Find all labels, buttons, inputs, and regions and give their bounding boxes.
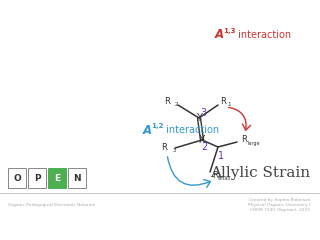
Text: A: A [215, 29, 224, 42]
FancyBboxPatch shape [28, 168, 46, 188]
Text: Y: Y [196, 113, 202, 123]
Text: R: R [164, 96, 170, 106]
Text: N: N [73, 174, 81, 183]
FancyBboxPatch shape [48, 168, 66, 188]
Text: 3: 3 [200, 108, 206, 118]
FancyBboxPatch shape [68, 168, 86, 188]
FancyArrowPatch shape [167, 157, 210, 187]
Text: O: O [13, 174, 21, 183]
Text: R: R [220, 96, 226, 106]
Text: P: P [34, 174, 40, 183]
Text: Organic Pedagogical Electronic Network: Organic Pedagogical Electronic Network [8, 203, 95, 207]
Text: Physical Organic Chemistry I: Physical Organic Chemistry I [248, 203, 310, 207]
Text: R: R [212, 172, 218, 180]
Text: E: E [54, 174, 60, 183]
Text: 1: 1 [227, 102, 230, 107]
Text: R: R [161, 144, 167, 152]
FancyBboxPatch shape [8, 168, 26, 188]
Text: A: A [143, 124, 152, 137]
Text: 1,2: 1,2 [151, 123, 164, 129]
Text: X: X [199, 135, 205, 145]
Text: 3: 3 [173, 149, 177, 154]
Text: R: R [241, 136, 247, 144]
Text: Allylic Strain: Allylic Strain [210, 166, 310, 180]
Text: 2: 2 [175, 102, 179, 107]
FancyArrowPatch shape [229, 108, 251, 130]
Text: Created by Sophia Robinson: Created by Sophia Robinson [249, 198, 310, 202]
Text: small: small [218, 176, 231, 181]
Text: CHEM 7240 (Sigman), 2015: CHEM 7240 (Sigman), 2015 [250, 208, 310, 212]
Text: large: large [247, 140, 260, 145]
Text: 1,3: 1,3 [223, 28, 236, 34]
Text: 1: 1 [218, 151, 224, 161]
Text: interaction: interaction [163, 125, 219, 135]
Text: interaction: interaction [235, 30, 291, 40]
Text: 2: 2 [201, 142, 207, 152]
